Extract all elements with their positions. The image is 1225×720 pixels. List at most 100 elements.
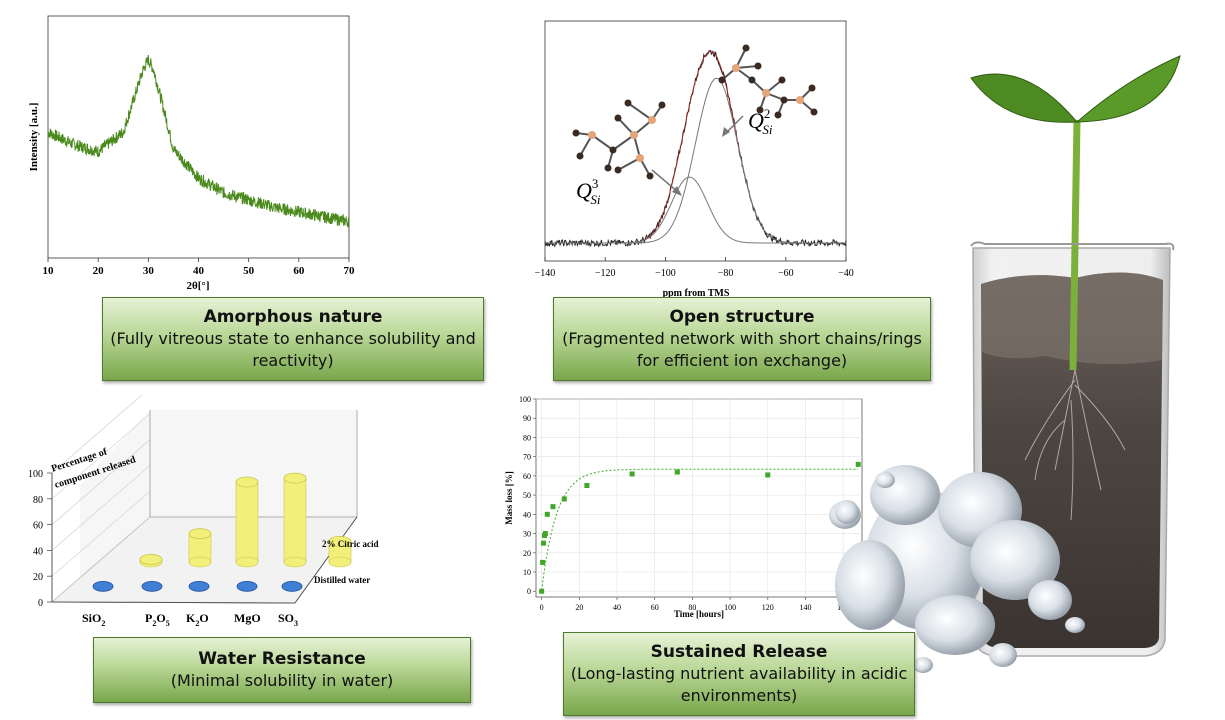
xrd-x-ticks: 10 20 30 40 50 60 70 [43,258,356,277]
release-data-point [540,559,546,565]
bar3d-depth-axis [294,516,358,604]
water-bar [141,580,163,592]
water-bar-top [141,580,163,592]
bar3d-category-label: K2O [186,611,209,628]
nmr-q3-component [545,176,846,244]
open-structure-badge: Open structure (Fragmented network with … [553,297,931,381]
xrd-x-tick-label: 50 [243,265,255,277]
water-bar [188,580,210,592]
nmr-x-ticks: −140 −120 −100 −80 −60 −40 [535,257,854,279]
xrd-y-axis-label: Intensity [a.u.] [28,103,40,172]
bar3d-y-ticks: 0 20 40 60 80 100 [28,469,52,609]
nmr-x-tick-label: −40 [838,268,854,279]
release-data-point [541,540,547,546]
xrd-pattern-line [47,54,350,228]
q2-label: Q2 Si [748,106,773,137]
amorphous-badge: Amorphous nature (Fully vitreous state t… [102,297,484,381]
open-structure-subtitle: (Fragmented network with short chains/ri… [562,329,922,370]
nmr-chart: −140 −120 −100 −80 −60 −40 ppm from TMS [535,20,854,299]
bar3d-category-label: MgO [234,611,261,625]
bar3d-front-axis [51,601,296,604]
bar3d-bars [92,472,352,592]
release-data-point [561,496,567,502]
release-x-tick-label: 20 [575,603,583,612]
release-data-point [855,461,861,467]
series-citric-label: 2% Citric acid [322,539,379,549]
amorphous-title: Amorphous nature [203,307,383,327]
nmr-x-tick-label: −140 [535,268,556,279]
release-y-tick-label: 50 [523,491,531,500]
water-bar-top [188,580,210,592]
xrd-x-tick-label: 40 [193,265,205,277]
release-x-axis-label: Time [hours] [674,609,724,619]
beaker-rim [970,241,1175,251]
release-y-tick-label: 60 [523,472,531,481]
release-y-axis-label: Mass loss [%] [504,471,514,525]
q2-arrow [722,115,744,137]
citric-bar [328,535,352,568]
citric-bar-top [139,554,163,565]
glass-granules-icon [829,465,1085,673]
citric-bar-body [283,477,307,563]
nmr-fit-line [545,51,846,244]
bar3d-y-tick-label: 40 [33,546,43,557]
citric-bar-base [328,556,352,568]
release-fit-curve [541,468,859,591]
citric-bar-base [235,556,259,568]
bar3d-grid-left [51,465,151,551]
water-resistance-title: Water Resistance [198,649,366,669]
release-data-point [765,472,771,478]
xrd-x-tick-label: 70 [344,265,356,277]
citric-bar-base [283,556,307,568]
release-y-tick-label: 80 [523,433,531,442]
release-x-tick-label: 120 [762,603,774,612]
release-y-tick-label: 40 [523,510,531,519]
bar3d-category-label: SiO2 [82,611,105,628]
roots-icon [1024,369,1126,521]
citric-bar [188,528,212,568]
q2-molecule-icon [718,44,818,119]
water-bar-top [236,580,258,592]
bar3d-category-label: SO3 [278,611,298,628]
release-x-tick-label: 80 [688,603,696,612]
nmr-x-tick-label: −80 [718,268,734,279]
release-x-tick-label: 40 [613,603,621,612]
release-x-tick-label: 100 [724,603,736,612]
water-resistance-subtitle: (Minimal solubility in water) [170,671,394,690]
bar3d-grid-left [51,516,151,603]
water-bar-top [281,580,303,592]
q3-arrow [651,169,682,196]
mass-loss-chart: 0 10 20 30 40 50 60 70 80 90 100 0 20 40 60 80 100 120 140… [504,395,863,619]
nmr-x-tick-label: −60 [778,268,794,279]
series-water-label: Distilled water [314,575,370,585]
bar3d-category-labels: SiO2 P2O5 K2O MgO SO3 [82,611,298,628]
citric-bar-top [235,476,259,488]
release-x-tick-label: 140 [799,603,811,612]
bar3d-grid-left [51,413,151,500]
citric-bar-top [328,535,352,547]
bar3d-y-tick-label: 100 [28,469,43,480]
bar3d-grid-left [51,439,151,525]
citric-bar [139,554,163,568]
release-y-tick-label: 100 [519,395,531,404]
release-x-tick-label: 60 [651,603,659,612]
plant-beaker-illustration [829,55,1181,673]
leaf-left-icon [970,73,1079,123]
release-y-tick-label: 10 [523,568,531,577]
sustained-release-subtitle: (Long-lasting nutrient availability in a… [570,664,908,705]
xrd-x-tick-label: 60 [293,265,305,277]
xrd-x-tick-label: 10 [43,265,55,277]
release-data-point [674,469,680,475]
water-resistance-badge: Water Resistance (Minimal solubility in … [93,637,471,703]
sustained-release-badge: Sustained Release (Long-lasting nutrient… [563,632,915,716]
release-gridlines [536,398,862,597]
bar3d-category-label: P2O5 [145,611,170,628]
citric-bar-top [188,528,212,540]
bar3d-grid-left [51,395,143,474]
xrd-x-tick-label: 20 [93,265,105,277]
bar3d-y-tick-label: 0 [38,598,43,609]
release-data-point [539,588,545,594]
nmr-x-tick-label: −100 [655,268,676,279]
water-bar [236,580,258,592]
q3-molecule-icon [572,99,666,180]
